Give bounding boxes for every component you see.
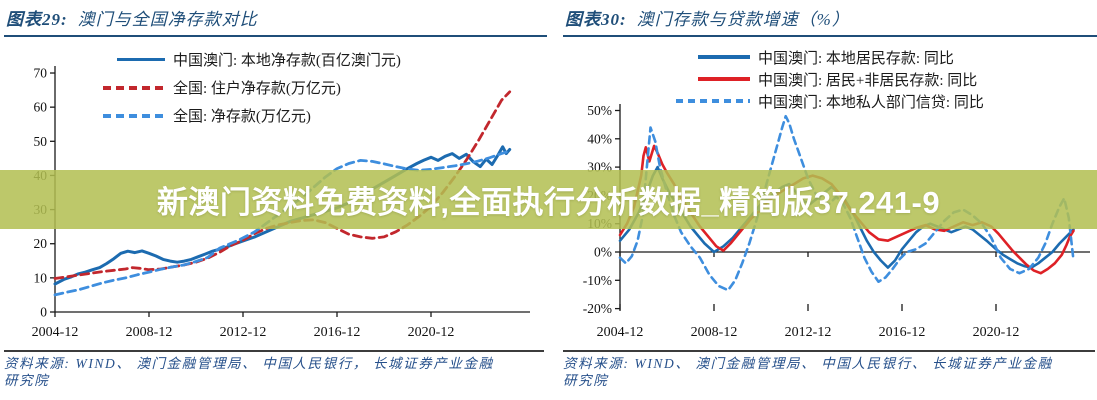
- source-line: 资料来源: WIND、 澳门金融管理局、 中国人民银行， 长城证券产业金融: [4, 356, 494, 371]
- chart30-tag: 图表30:: [565, 10, 627, 29]
- chart29-title: 澳门与全国净存款对比: [77, 10, 258, 29]
- chart30-title: 澳门存款与贷款增速（%）: [636, 10, 850, 29]
- legend-item: 中国澳门: 居民+非居民存款: 同比: [676, 70, 984, 89]
- legend-label: 全国: 净存款(万亿元): [173, 109, 311, 125]
- dashed-blue-line-marker: [103, 113, 165, 118]
- legend-label: 中国澳门: 居民+非居民存款: 同比: [758, 72, 978, 89]
- y-tick-label: 0%: [594, 245, 612, 260]
- chart30-source-note: 资料来源: WIND、 澳门金融管理局、 中国人民银行、 长城证券产业金融 研究…: [563, 350, 1095, 389]
- legend-label: 中国澳门: 本地居民存款: 同比: [758, 50, 954, 67]
- x-tick-label: 2008-12: [691, 325, 738, 340]
- chart29-source-note: 资料来源: WIND、 澳门金融管理局、 中国人民银行， 长城证券产业金融 研究…: [4, 350, 544, 389]
- dashed-red-line-marker: [103, 85, 165, 90]
- x-tick-label: 2016-12: [314, 325, 361, 340]
- legend-item: 全国: 净存款(万亿元): [103, 106, 401, 125]
- legend-item: 中国澳门: 本地净存款(百亿澳门元): [103, 50, 401, 69]
- legend-label: 中国澳门: 本地私人部门信贷: 同比: [758, 94, 984, 111]
- source-line: 研究院: [563, 373, 609, 388]
- y-tick-label: -20%: [583, 301, 612, 316]
- x-tick-label: 2012-12: [220, 325, 267, 340]
- y-tick-label: 60: [34, 100, 48, 115]
- chart29-tag: 图表29:: [6, 10, 68, 29]
- x-tick-label: 2004-12: [597, 325, 644, 340]
- x-tick-label: 2012-12: [785, 325, 832, 340]
- watermark-text: 新澳门资料免费资料,全面执行分析数据_精简版37.241-9: [156, 185, 941, 220]
- legend-item: 中国澳门: 本地私人部门信贷: 同比: [676, 92, 984, 111]
- legend-label: 中国澳门: 本地净存款(百亿澳门元): [173, 53, 401, 69]
- source-line: 资料来源: WIND、 澳门金融管理局、 中国人民银行、 长城证券产业金融: [563, 356, 1053, 371]
- legend-label: 全国: 住户净存款(万亿元): [173, 81, 341, 97]
- chart30-legend: 中国澳门: 本地居民存款: 同比 中国澳门: 居民+非居民存款: 同比 中国澳门…: [676, 48, 984, 114]
- legend-item: 全国: 住户净存款(万亿元): [103, 78, 401, 97]
- y-tick-label: -10%: [583, 273, 612, 288]
- y-tick-label: 70: [34, 66, 48, 81]
- y-tick-label: 50%: [587, 103, 612, 118]
- legend-item: 中国澳门: 本地居民存款: 同比: [676, 48, 984, 67]
- chart30-title-bar: 图表30: 澳门存款与贷款增速（%）: [563, 3, 1097, 37]
- x-tick-label: 2020-12: [408, 325, 455, 340]
- y-tick-label: 50: [34, 134, 48, 149]
- x-tick-label: 2016-12: [879, 325, 926, 340]
- chart29-title-bar: 图表29: 澳门与全国净存款对比: [4, 3, 547, 37]
- solid-red-line-marker: [676, 77, 750, 81]
- y-tick-label: 20: [34, 236, 48, 251]
- x-tick-label: 2020-12: [973, 325, 1020, 340]
- chart29-legend: 中国澳门: 本地净存款(百亿澳门元) 全国: 住户净存款(万亿元) 全国: 净存…: [103, 50, 401, 134]
- x-tick-label: 2004-12: [32, 325, 79, 340]
- x-tick-label: 2008-12: [126, 325, 173, 340]
- y-tick-label: 10: [34, 270, 48, 285]
- y-tick-label: 0: [40, 305, 47, 320]
- source-line: 研究院: [4, 373, 50, 388]
- y-tick-label: 40%: [587, 131, 612, 146]
- solid-blue-line-marker: [103, 57, 165, 62]
- watermark-banner: 新澳门资料免费资料,全面执行分析数据_精简版37.241-9: [0, 170, 1097, 229]
- solid-blue-line-marker: [676, 55, 750, 59]
- chart-0-series-0-line: [53, 145, 512, 286]
- dashed-blue-line-marker: [676, 99, 750, 103]
